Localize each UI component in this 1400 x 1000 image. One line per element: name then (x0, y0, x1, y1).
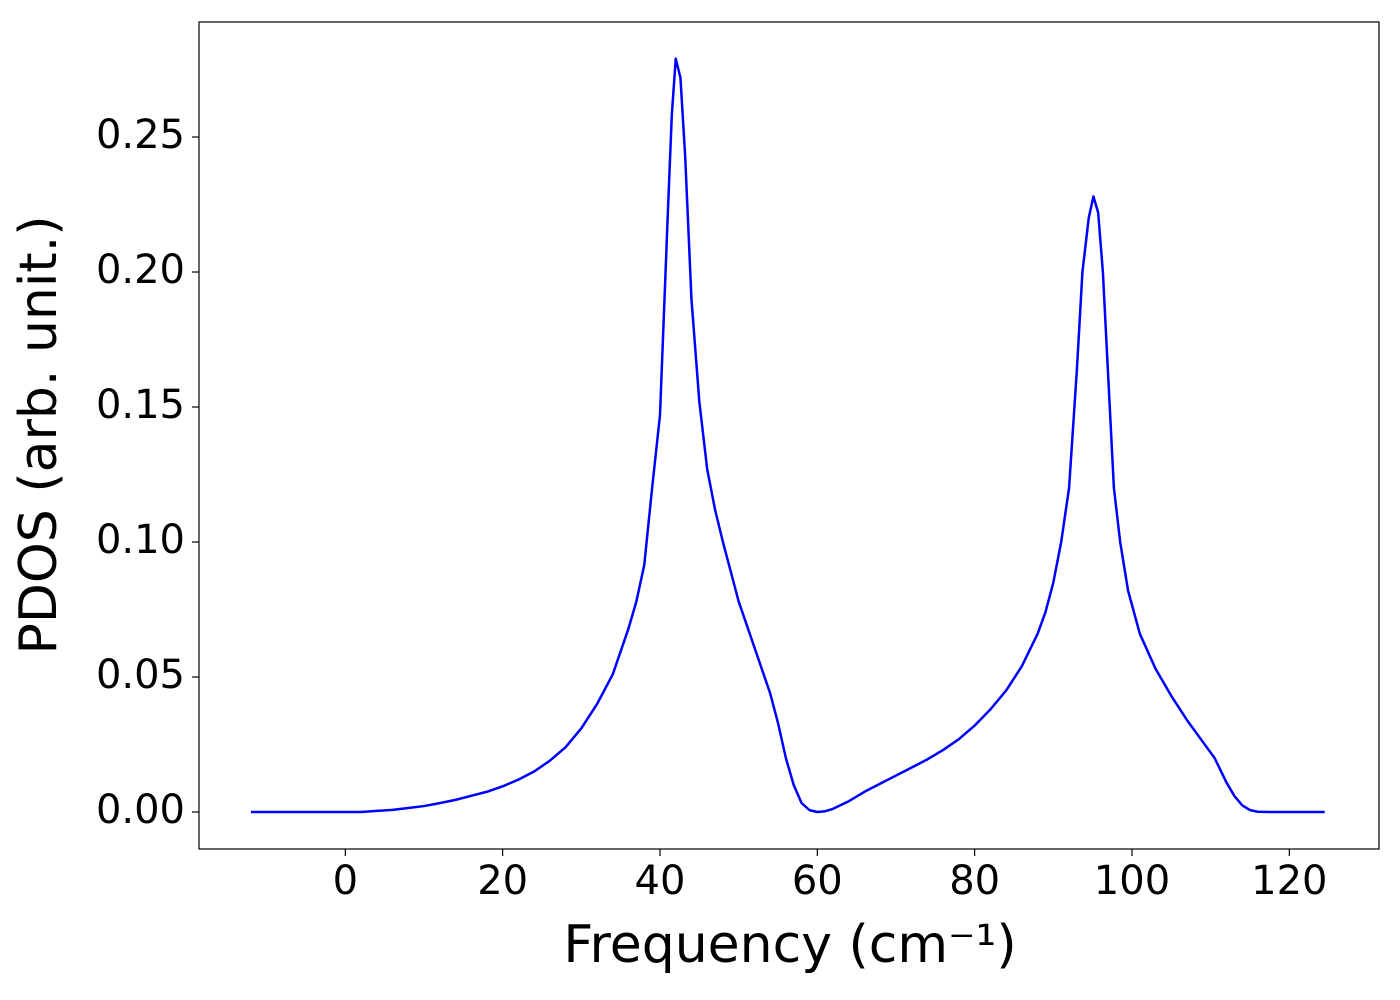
x-tick-label: 60 (792, 858, 843, 904)
y-tick-label: 0.10 (96, 517, 185, 563)
x-axis-label: Frequency (cm⁻¹) (563, 915, 1016, 975)
plot-frame (198, 21, 1380, 850)
x-tick-label: 120 (1251, 858, 1327, 904)
data-line (250, 57, 1325, 814)
y-tick-label: 0.00 (96, 787, 185, 833)
x-tick-label: 80 (949, 858, 1000, 904)
x-tick-label: 0 (333, 858, 358, 904)
x-tick-label: 40 (635, 858, 686, 904)
y-tick-label: 0.25 (96, 112, 185, 158)
x-tick-label: 20 (477, 858, 528, 904)
y-tick-label: 0.20 (96, 247, 185, 293)
y-axis-label: PDOS (arb. unit.) (9, 215, 69, 654)
y-tick-label: 0.15 (96, 382, 185, 428)
y-tick-label: 0.05 (96, 652, 185, 698)
x-tick-label: 100 (1094, 858, 1170, 904)
